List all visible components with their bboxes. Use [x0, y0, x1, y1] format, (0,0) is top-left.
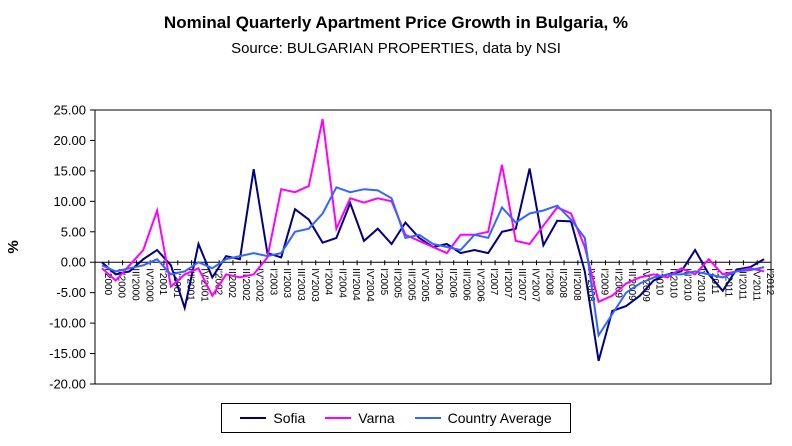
x-tick-label: II'2004: [336, 268, 347, 298]
y-tick-label: 0.00: [61, 255, 86, 270]
legend-label: Varna: [358, 410, 395, 426]
x-tick-label: I'2002: [212, 268, 223, 295]
x-tick-label: IV'2008: [585, 268, 596, 302]
x-tick-label: I'2008: [543, 268, 554, 295]
x-tick-label: II'2006: [447, 268, 458, 298]
y-tick-label: 25.00: [53, 103, 86, 118]
x-tick-label: III'2009: [626, 268, 637, 301]
y-tick-label: 20.00: [53, 133, 86, 148]
y-tick-label: 10.00: [53, 194, 86, 209]
x-tick-label: IV'2009: [640, 268, 651, 302]
x-tick-label: IV'2006: [474, 268, 485, 302]
series-line-varna: [101, 118, 765, 304]
x-tick-label: I'2010: [654, 268, 665, 295]
x-tick-label: I'2000: [102, 268, 113, 295]
x-tick-label: III'2008: [571, 268, 582, 301]
y-tick-label: -5.00: [56, 285, 86, 300]
x-tick-label: II'2009: [612, 268, 623, 298]
x-tick-label: IV'2002: [254, 268, 265, 302]
x-tick-label: II'2002: [226, 268, 237, 298]
x-tick-label: I'2004: [323, 268, 334, 295]
x-tick-label: IV'2001: [198, 268, 209, 302]
x-tick-label: IV'2005: [419, 268, 430, 302]
x-tick-label: III'2007: [516, 268, 527, 301]
legend-item-sofia: Sofia: [240, 410, 305, 426]
chart-title: Nominal Quarterly Apartment Price Growth…: [163, 13, 629, 32]
legend-item-country-average: Country Average: [414, 410, 552, 426]
x-tick-label: II'2010: [668, 268, 679, 298]
x-tick-label: I'2001: [157, 268, 168, 295]
x-tick-label: III'2010: [681, 268, 692, 301]
x-tick-label: IV'2000: [143, 268, 154, 302]
x-tick-label: IV'2010: [695, 268, 706, 302]
x-tick-label: III'2005: [405, 268, 416, 301]
legend-label: Sofia: [273, 410, 306, 426]
legend-label: Country Average: [447, 410, 552, 426]
y-axis-title: %: [5, 240, 22, 253]
x-tick-label: II'2003: [281, 268, 292, 298]
legend-line-swatch: [240, 417, 267, 419]
series-line-country-average: [101, 186, 765, 339]
x-tick-label: III'2004: [350, 268, 361, 301]
legend-line-swatch: [414, 417, 441, 419]
x-tick-label: I'2007: [488, 268, 499, 295]
x-tick-label: II'2000: [116, 268, 127, 298]
x-tick-label: III'2011: [737, 268, 748, 300]
x-tick-label: II'2007: [502, 268, 513, 298]
x-tick-label: III'2006: [461, 268, 472, 301]
y-tick-label: -15.00: [49, 346, 86, 361]
y-tick-label: -20.00: [49, 377, 86, 392]
x-tick-label: III'2003: [295, 268, 306, 301]
x-tick-label: I'2006: [433, 268, 444, 295]
x-tick-label: IV'2004: [364, 268, 375, 302]
x-tick-label: I'2009: [599, 268, 610, 295]
x-tick-label: II'2008: [557, 268, 568, 298]
x-tick-label: I'2005: [378, 268, 389, 295]
x-tick-label: IV'2011: [750, 268, 761, 301]
y-tick-label: 5.00: [61, 224, 86, 239]
y-tick-label: 15.00: [53, 163, 86, 178]
x-tick-label: III'2000: [129, 268, 140, 301]
chart-subtitle: Source: BULGARIAN PROPERTIES, data by NS…: [231, 40, 561, 57]
legend-wrap: Sofia Varna Country Average: [0, 403, 792, 433]
y-tick-label: -10.00: [49, 316, 86, 331]
legend-item-varna: Varna: [325, 410, 395, 426]
x-tick-label: III'2002: [240, 268, 251, 301]
x-tick-label: II'2005: [392, 268, 403, 298]
x-tick-label: I'2012: [764, 268, 775, 295]
x-tick-label: IV'2007: [530, 268, 541, 302]
legend-line-swatch: [325, 417, 352, 419]
x-tick-label: I'2003: [267, 268, 278, 295]
chart-legend: Sofia Varna Country Average: [221, 403, 571, 433]
x-tick-label: IV'2003: [309, 268, 320, 302]
